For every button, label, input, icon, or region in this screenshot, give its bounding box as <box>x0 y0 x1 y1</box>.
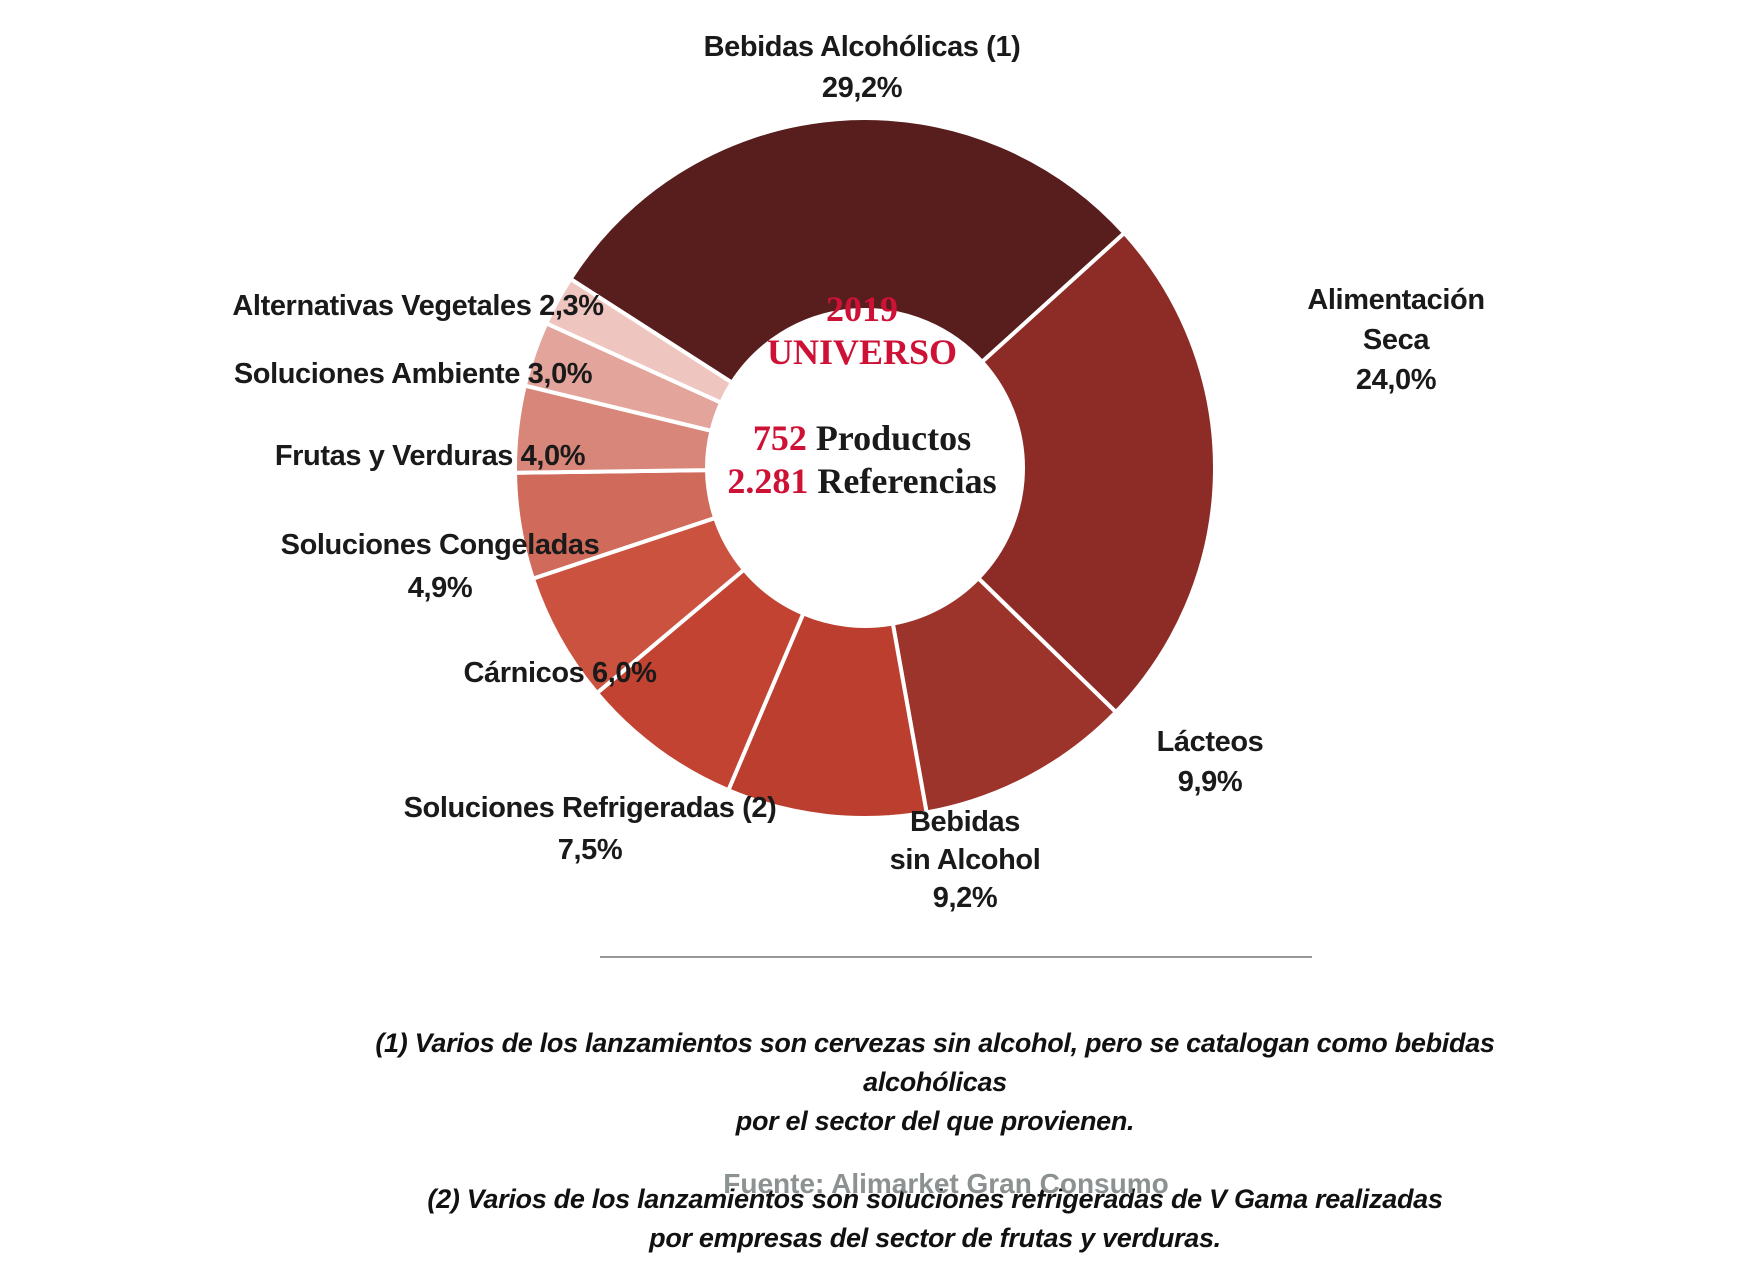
slice-label-soluciones-refrigeradas: Soluciones Refrigeradas (2) 7,5% <box>403 792 777 866</box>
slice-label-bebidas-alcoholicas: Bebidas Alcohólicas (1) 29,2% <box>703 31 1021 104</box>
footnote-1: (1) Varios de los lanzamientos son cerve… <box>375 1028 1495 1136</box>
donut-slice-1 <box>976 230 1217 715</box>
slice-label-frutas-y-verduras: Frutas y Verduras 4,0% <box>274 440 586 472</box>
slice-label-carnicos: Cárnicos 6,0% <box>463 657 657 689</box>
center-products-line: 752 Productos <box>727 417 996 460</box>
donut-center-text: 2019 UNIVERSO 752 Productos 2.281 Refere… <box>727 288 996 503</box>
center-references-line: 2.281 Referencias <box>727 460 996 503</box>
footnotes-block: (1) Varios de los lanzamientos son cerve… <box>315 985 1555 1271</box>
donut-slice-0 <box>568 116 1127 385</box>
references-label: Referencias <box>808 461 997 501</box>
slice-label-soluciones-congeladas: Soluciones Congeladas 4,9% <box>280 529 600 604</box>
products-value: 752 <box>752 418 807 458</box>
center-universe-label: UNIVERSO <box>766 332 958 372</box>
center-spacer <box>727 374 996 417</box>
slice-label-soluciones-ambiente: Soluciones Ambiente 3,0% <box>233 358 593 390</box>
center-year: 2019 <box>825 289 898 329</box>
footnote-2: (2) Varios de los lanzamientos son soluc… <box>427 1184 1443 1253</box>
slice-label-lacteos: Lácteos 9,9% <box>1156 726 1264 798</box>
slice-label-alimentacion-seca: Alimentación Seca 24,0% <box>1307 284 1485 396</box>
references-value: 2.281 <box>727 461 809 501</box>
slice-label-alternativas-vegetales: Alternativas Vegetales 2,3% <box>232 290 604 322</box>
slice-label-bebidas-sin-alcohol: Bebidas sin Alcohol 9,2% <box>889 806 1041 914</box>
source-credit: Fuente: Alimarket Gran Consumo <box>723 1168 1169 1199</box>
footnote-divider <box>600 956 1312 958</box>
donut-slice-9 <box>544 276 735 405</box>
products-label: Productos <box>806 418 972 458</box>
